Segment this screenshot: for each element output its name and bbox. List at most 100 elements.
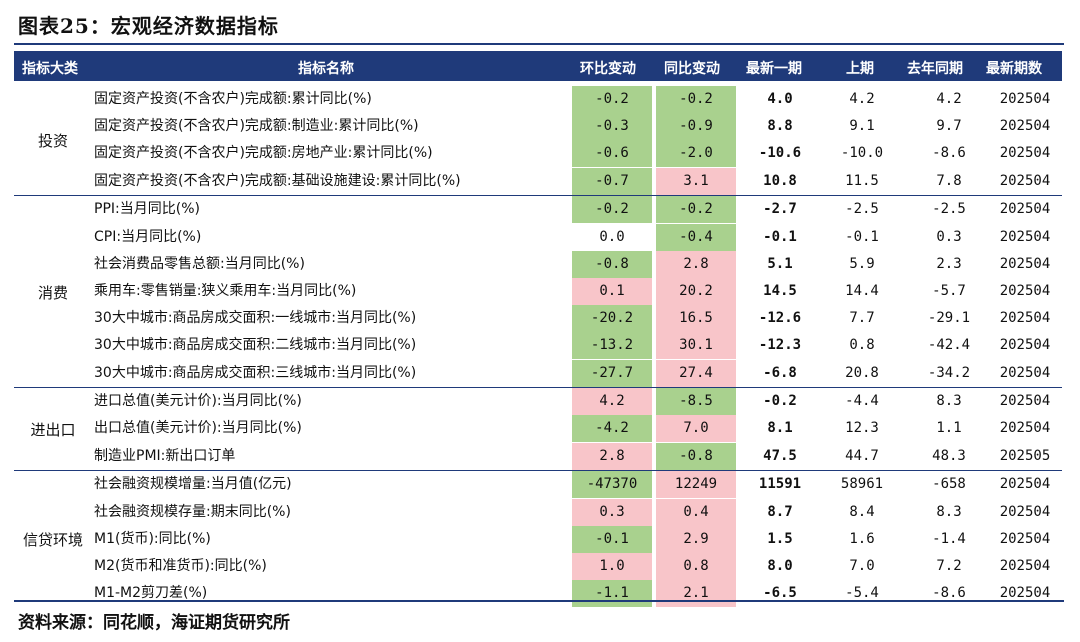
latest-period: 202504 [999,393,1051,410]
latest-period: 202504 [999,420,1051,437]
hb-change: -0.2 [572,86,652,113]
previous-value: -5.4 [845,585,879,602]
tb-change: 0.4 [656,498,736,526]
tb-change: 7.0 [656,415,736,443]
latest-value: 47.5 [763,447,797,464]
year-ago-value: -34.2 [927,364,971,381]
tb-change: 2.1 [656,580,736,608]
previous-value: 12.3 [845,420,879,437]
previous-value: 0.8 [849,337,875,354]
indicator-name: PPI:当月同比(%) [94,201,200,218]
table-row: 固定资产投资(不含农户)完成额:制造业:累计同比(%) -0.3 -0.9 8.8 9.… [14,113,1062,141]
year-ago-value: -1.4 [932,530,966,547]
hb-change: -1.1 [572,580,652,608]
indicator-name: M1-M2剪刀差(%) [94,585,208,602]
latest-value: -6.5 [763,585,797,602]
hb-change: -0.1 [572,525,652,553]
header-yoy: 去年同期 [907,61,963,77]
tb-change: 0.8 [656,552,736,580]
indicator-name: 固定资产投资(不含农户)完成额:基础设施建设:累计同比(%) [94,172,461,189]
indicator-name: 固定资产投资(不含农户)完成额:累计同比(%) [94,91,372,107]
previous-value: 5.9 [849,255,875,272]
latest-value: -12.6 [758,310,802,327]
table-row: M2(货币和准货币):同比(%) 1.0 0.8 8.0 7.0 7.2 202504 [14,552,1062,580]
hb-change: 0.1 [572,277,652,305]
latest-period: 202504 [999,476,1051,493]
indicator-name: 固定资产投资(不含农户)完成额:房地产业:累计同比(%) [94,145,433,162]
tb-change: -0.2 [656,196,736,224]
group-divider [14,470,1062,472]
year-ago-value: 48.3 [932,447,966,464]
category-label: 信贷环境 [22,531,83,550]
indicator-name: CPI:当月同比(%) [94,228,202,245]
bottom-rule [14,600,1064,602]
previous-value: 11.5 [845,172,879,189]
tb-change: 27.4 [656,359,736,387]
latest-period: 202504 [999,585,1051,602]
latest-value: -0.2 [763,393,797,410]
header-category: 指标大类 [22,61,78,77]
header-tb: 同比变动 [664,61,720,77]
latest-value: 14.5 [763,282,797,299]
table-row: 社会融资规模增量:当月值(亿元) -47370 12249 11591 58961 -65… [14,471,1062,499]
year-ago-value: 7.2 [936,557,962,574]
latest-value: 8.8 [767,118,793,135]
indicator-name: 出口总值(美元计价):当月同比(%) [94,420,302,437]
latest-period: 202504 [999,255,1051,272]
year-ago-value: -8.6 [932,585,966,602]
latest-period: 202504 [999,172,1051,189]
indicator-name: 乘用车:零售销量:狭义乘用车:当月同比(%) [94,282,357,299]
previous-value: 7.0 [849,557,875,574]
category-label: 进出口 [30,421,76,439]
year-ago-value: -29.1 [927,310,971,327]
hb-change: 0.3 [572,498,652,526]
table-row: 30大中城市:商品房成交面积:三线城市:当月同比(%) -27.7 27.4 -6.8… [14,359,1062,387]
latest-value: 10.8 [763,172,797,189]
latest-period: 202504 [999,91,1051,107]
tb-change: -0.4 [656,223,736,251]
tb-change: 30.1 [656,332,736,360]
source-note: 资料来源：同花顺，海证期货研究所 [18,613,290,633]
table-row: 乘用车:零售销量:狭义乘用车:当月同比(%) 0.1 20.2 14.5 14.4 -5.… [14,277,1062,305]
tb-change: -0.8 [656,442,736,470]
table-row: 出口总值(美元计价):当月同比(%) -4.2 7.0 8.1 12.3 1.1 20250… [14,415,1062,443]
previous-value: -10.0 [840,145,884,162]
year-ago-value: 7.8 [936,172,962,189]
hb-change: -0.7 [572,167,652,195]
figure-title: 图表25：宏观经济数据指标 [18,14,279,38]
previous-value: -2.5 [845,201,879,218]
hb-change: -0.8 [572,250,652,278]
indicator-name: 30大中城市:商品房成交面积:二线城市:当月同比(%) [94,337,417,354]
hb-change: -4.2 [572,415,652,443]
latest-value: 4.0 [767,91,793,107]
latest-period: 202504 [999,118,1051,135]
latest-period: 202504 [999,282,1051,299]
latest-period: 202504 [999,145,1051,162]
year-ago-value: 8.3 [936,503,962,520]
previous-value: 14.4 [845,282,879,299]
hb-change: -0.6 [572,140,652,168]
group-divider [14,195,1062,197]
tb-change: 20.2 [656,277,736,305]
hb-change: -0.2 [572,196,652,224]
table-row: M1(货币):同比(%) -0.1 2.9 1.5 1.6 -1.4 202504 [14,525,1062,553]
header-latest: 最新一期 [746,61,802,77]
previous-value: 44.7 [845,447,879,464]
table-row: 30大中城市:商品房成交面积:一线城市:当月同比(%) -20.2 16.5 -12.… [14,305,1062,333]
year-ago-value: -42.4 [927,337,971,354]
previous-value: 1.6 [849,530,875,547]
year-ago-value: 4.2 [936,91,962,107]
category-label: 消费 [37,283,68,302]
year-ago-value: -658 [932,476,966,493]
indicator-name: 社会消费品零售总额:当月同比(%) [94,255,305,272]
previous-value: 9.1 [849,118,875,135]
indicator-name: M1(货币):同比(%) [94,530,211,547]
previous-value: 20.8 [845,364,879,381]
tb-change: -8.5 [656,388,736,416]
previous-value: -4.4 [845,393,879,410]
tb-change: 12249 [656,471,736,499]
indicator-name: M2(货币和准货币):同比(%) [94,557,267,574]
latest-value: -2.7 [763,201,797,218]
year-ago-value: 1.1 [936,420,962,437]
latest-period: 202504 [999,557,1051,574]
